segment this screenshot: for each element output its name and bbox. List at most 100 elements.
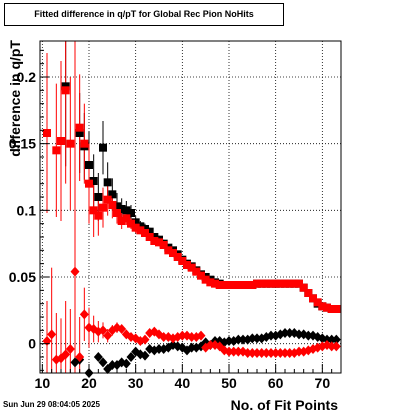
data-point-square: [327, 305, 336, 313]
data-point-diamond: [294, 329, 304, 340]
data-point-square: [323, 303, 331, 312]
data-point-square: [150, 237, 159, 245]
data-point-square: [57, 137, 65, 145]
data-point-square: [94, 193, 103, 201]
data-point-square: [159, 241, 168, 249]
data-point-diamond: [70, 266, 80, 277]
data-point-square: [103, 195, 112, 204]
data-point-diamond: [327, 341, 337, 352]
data-point-square: [169, 249, 177, 257]
data-point-square: [187, 263, 196, 272]
data-point-square: [75, 129, 84, 137]
data-point-square: [313, 298, 322, 307]
data-point-square: [248, 281, 257, 289]
data-point-diamond: [187, 332, 197, 342]
timestamp: Sun Jun 29 08:04:05 2025: [3, 400, 100, 409]
data-point-square: [253, 279, 261, 288]
data-point-diamond: [93, 352, 103, 362]
data-point-square: [108, 190, 117, 199]
data-point-diamond: [224, 336, 234, 346]
y-tick-label: 0.05: [9, 269, 36, 285]
data-point-square: [318, 302, 327, 311]
data-point-diamond: [294, 346, 304, 357]
data-point-square: [309, 294, 317, 303]
data-point-diamond: [233, 346, 243, 357]
data-point-square: [141, 229, 149, 237]
data-point-diamond: [247, 348, 257, 358]
data-point-square: [173, 253, 182, 261]
data-point-square: [290, 279, 299, 288]
x-tick-label: 50: [221, 375, 237, 391]
data-point-square: [122, 206, 131, 215]
data-point-square: [43, 129, 51, 137]
data-point-diamond: [98, 325, 108, 336]
data-point-square: [80, 139, 89, 148]
data-point-square: [85, 179, 93, 188]
x-tick-label: 30: [128, 375, 144, 391]
data-point-diamond: [229, 346, 239, 357]
data-point-square: [206, 278, 215, 287]
data-point-diamond: [280, 328, 290, 338]
data-point-diamond: [322, 334, 332, 345]
data-point-diamond: [261, 348, 271, 358]
x-tick-label: 10: [35, 375, 51, 391]
data-point-square: [243, 281, 252, 289]
data-point-diamond: [327, 334, 337, 345]
data-point-diamond: [159, 332, 169, 342]
axis-ticks: 10 20 30 40 50 60 70 0 0.05 0.1 0.15 0.2: [9, 49, 342, 391]
data-point-diamond: [280, 348, 290, 358]
data-point-square: [281, 279, 289, 288]
y-tick-label: 0: [28, 336, 36, 352]
data-point-diamond: [205, 340, 215, 350]
data-point-square: [262, 279, 271, 288]
data-point-square: [197, 271, 205, 280]
data-point-square: [75, 123, 84, 132]
x-tick-label: 60: [268, 375, 284, 391]
x-axis-title: No. of Fit Points: [231, 397, 339, 413]
data-point-diamond: [140, 334, 150, 345]
data-point-square: [276, 279, 285, 288]
data-point-diamond: [196, 330, 206, 341]
data-point-square: [178, 257, 187, 265]
y-tick-label: 0.1: [17, 202, 37, 218]
data-point-square: [131, 218, 140, 227]
data-point-square: [215, 281, 224, 289]
data-point-square: [117, 205, 126, 213]
data-point-diamond: [224, 346, 234, 357]
data-point-square: [225, 281, 233, 289]
x-tick-label: 70: [315, 375, 331, 391]
x-tick-label: 20: [81, 375, 97, 391]
data-point-square: [108, 201, 117, 209]
data-point-diamond: [331, 334, 341, 345]
data-point-square: [299, 283, 308, 292]
y-tick-label: 0.2: [17, 69, 37, 85]
data-point-square: [85, 161, 93, 169]
data-point-diamond: [154, 344, 164, 354]
data-point-diamond: [103, 330, 113, 341]
data-point-square: [61, 86, 70, 95]
x-tick-label: 40: [175, 375, 191, 391]
data-point-diamond: [140, 350, 150, 361]
data-markers: [42, 82, 341, 378]
data-point-diamond: [126, 352, 136, 362]
data-point-square: [117, 217, 126, 225]
data-point-diamond: [243, 348, 253, 358]
data-point-square: [295, 279, 303, 288]
y-axis-title: difference in q/pT: [7, 40, 23, 157]
data-point-diamond: [266, 330, 276, 341]
data-point-square: [52, 146, 61, 155]
data-point-diamond: [233, 334, 243, 345]
y-tick-label: 0.15: [9, 136, 36, 152]
data-point-diamond: [247, 333, 257, 344]
data-point-diamond: [117, 324, 127, 334]
data-point-square: [145, 233, 154, 241]
data-point-square: [257, 279, 266, 288]
data-point-square: [145, 227, 154, 236]
data-point-square: [201, 275, 210, 284]
data-point-diamond: [187, 342, 197, 353]
data-point-square: [122, 214, 131, 223]
data-point-square: [127, 209, 135, 217]
data-point-square: [99, 203, 107, 212]
data-point-square: [332, 305, 341, 313]
